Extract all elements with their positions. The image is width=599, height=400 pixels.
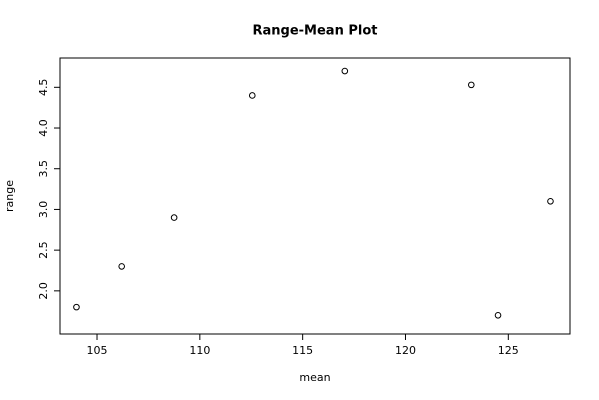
y-tick-label: 4.0 bbox=[37, 119, 50, 137]
y-tick-label: 3.5 bbox=[37, 160, 50, 178]
x-tick-label: 125 bbox=[498, 344, 519, 357]
plot-frame bbox=[59, 57, 571, 335]
y-tick-label: 3.0 bbox=[37, 201, 50, 219]
point bbox=[118, 263, 125, 270]
x-tick-label: 115 bbox=[292, 344, 313, 357]
x-tick-label: 120 bbox=[395, 344, 416, 357]
y-axis-label: range bbox=[3, 180, 16, 212]
point bbox=[170, 214, 178, 221]
x-tick-label: 105 bbox=[87, 344, 108, 357]
point bbox=[73, 303, 80, 311]
x-axis-label: mean bbox=[299, 371, 330, 384]
chart-title: Range-Mean Plot bbox=[253, 24, 378, 39]
x-tick-label: 110 bbox=[189, 344, 210, 357]
point bbox=[547, 197, 554, 205]
y-tick-label: 2.5 bbox=[37, 241, 50, 259]
y-tick-label: 2.0 bbox=[37, 282, 50, 300]
point bbox=[248, 92, 256, 99]
point bbox=[467, 81, 475, 89]
point bbox=[494, 311, 502, 319]
point bbox=[341, 67, 349, 75]
y-tick-label: 4.5 bbox=[37, 79, 50, 97]
